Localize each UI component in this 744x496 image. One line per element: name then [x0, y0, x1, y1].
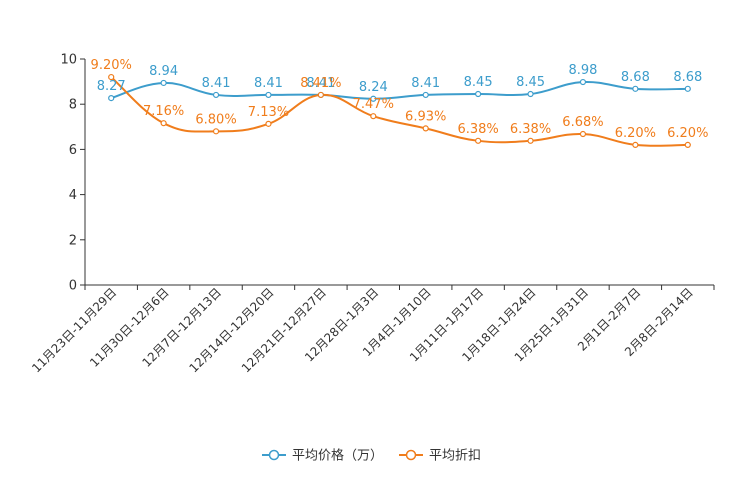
data-label: 6.68% — [562, 115, 603, 130]
data-point[interactable] — [108, 94, 115, 102]
y-tick-label: 10 — [60, 53, 77, 68]
data-label: 8.41 — [411, 76, 440, 91]
y-tick-label: 8 — [69, 98, 77, 113]
legend-item-1[interactable]: 平均价格（万） — [262, 448, 383, 464]
data-point[interactable] — [108, 73, 115, 81]
data-point[interactable] — [265, 91, 272, 99]
data-point[interactable] — [212, 128, 220, 135]
data-point[interactable] — [684, 141, 691, 148]
legend[interactable]: 平均价格（万） 平均折扣 — [262, 448, 481, 464]
data-label: 8.41 — [306, 76, 335, 91]
data-point[interactable] — [317, 91, 324, 99]
data-point[interactable] — [475, 90, 482, 98]
data-label: 8.41 — [254, 76, 283, 91]
data-label: 8.68 — [621, 70, 650, 85]
legend-label: 平均折扣 — [429, 449, 481, 464]
data-label: 6.38% — [510, 122, 551, 137]
legend-label: 平均价格（万） — [292, 448, 383, 464]
data-label: 9.20% — [91, 58, 132, 73]
data-labels: 8.27 8.94 8.41 8.41 8.41 8.24 8.41 8.45 8.45 8.98… — [91, 58, 709, 141]
series-points — [108, 73, 691, 148]
y-tick-label: 2 — [69, 233, 77, 248]
y-tick-label: 4 — [69, 188, 77, 203]
data-label: 7.47% — [353, 97, 394, 112]
data-label: 8.68 — [673, 70, 702, 85]
data-point[interactable] — [422, 125, 429, 132]
data-point[interactable] — [684, 85, 691, 92]
data-point[interactable] — [579, 78, 587, 86]
data-point[interactable] — [475, 137, 482, 144]
data-point[interactable] — [632, 85, 639, 92]
data-label: 7.13% — [248, 105, 289, 120]
data-point[interactable] — [422, 91, 429, 99]
legend-marker — [268, 449, 280, 461]
data-point[interactable] — [527, 137, 534, 144]
data-point[interactable] — [370, 113, 377, 120]
series-line-1 — [110, 80, 688, 100]
data-point[interactable] — [265, 120, 272, 127]
data-label: 8.45 — [516, 75, 545, 90]
data-label: 7.16% — [143, 104, 184, 119]
data-label: 6.20% — [667, 126, 708, 141]
data-label: 8.94 — [149, 64, 178, 79]
legend-marker — [405, 449, 417, 461]
data-point[interactable] — [160, 79, 167, 87]
data-label: 6.80% — [195, 112, 236, 127]
data-label: 8.41% — [300, 76, 341, 91]
data-point[interactable] — [212, 91, 220, 99]
x-tick-label: 11月23日-11月29日 — [29, 285, 119, 375]
data-label: 8.41 — [202, 76, 231, 91]
data-point[interactable] — [370, 95, 377, 102]
data-label: 6.20% — [615, 126, 656, 141]
data-label: 8.27 — [97, 79, 126, 94]
data-point[interactable] — [527, 90, 534, 98]
data-label: 8.98 — [568, 63, 597, 78]
data-label: 6.93% — [405, 109, 446, 124]
data-point[interactable] — [579, 130, 587, 138]
y-tick-label: 6 — [69, 143, 77, 158]
y-tick-label: 0 — [69, 279, 77, 294]
legend-item-2[interactable]: 平均折扣 — [399, 449, 481, 464]
data-point[interactable] — [632, 141, 639, 148]
data-label: 8.45 — [464, 75, 493, 90]
data-point[interactable] — [160, 120, 167, 127]
data-label: 8.24 — [359, 80, 388, 95]
data-label: 6.38% — [457, 122, 498, 137]
